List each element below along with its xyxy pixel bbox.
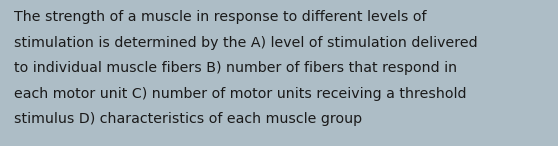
Text: stimulus D) characteristics of each muscle group: stimulus D) characteristics of each musc… bbox=[14, 112, 362, 126]
Text: The strength of a muscle in response to different levels of: The strength of a muscle in response to … bbox=[14, 10, 426, 24]
Text: stimulation is determined by the A) level of stimulation delivered: stimulation is determined by the A) leve… bbox=[14, 36, 478, 50]
Text: each motor unit C) number of motor units receiving a threshold: each motor unit C) number of motor units… bbox=[14, 87, 466, 101]
Text: to individual muscle fibers B) number of fibers that respond in: to individual muscle fibers B) number of… bbox=[14, 61, 457, 75]
